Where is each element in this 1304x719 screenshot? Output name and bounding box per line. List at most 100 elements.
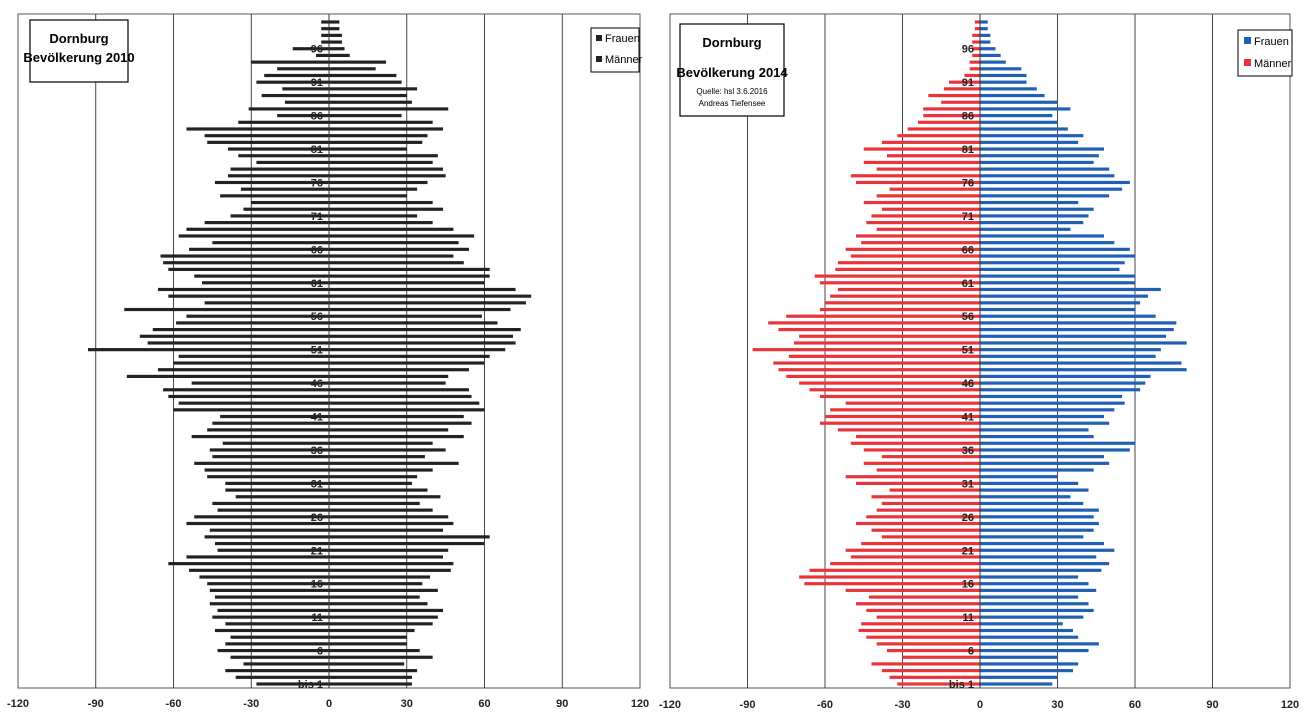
x-tick-label: 0 [977,699,983,711]
bar-maenner-age-53 [799,334,980,338]
bar-maenner-age-67 [212,241,329,245]
bar-maenner-age-9 [858,628,980,633]
bar-frauen-age-27 [980,508,1099,512]
bar-frauen-age-66 [980,247,1130,251]
bar-frauen-age-85 [980,120,1058,124]
title-line-1: Dornburg [49,31,108,46]
bar-maenner-age-6 [887,648,980,653]
bar-maenner-age-61 [202,281,329,285]
bar-maenner-age-18 [809,568,980,572]
bar-maenner-age-49 [773,361,980,365]
bar-frauen-age-14 [980,595,1079,599]
bar-frauen-age-36 [329,448,446,452]
bar-frauen-age-13 [329,602,428,606]
bar-frauen-age-38 [329,434,464,439]
bar-maenner-age-12 [217,608,329,613]
bar-maenner-age-92 [964,73,980,78]
bar-frauen-age-41 [980,414,1104,419]
bar-frauen-age-95 [329,53,350,58]
bar-frauen-age-18 [329,568,451,572]
bar-frauen-age-4 [329,662,405,666]
bar-maenner-age-28 [212,501,329,506]
bar-frauen-age-96 [980,47,996,51]
bar-maenner-age-75 [889,187,980,191]
bar-frauen-age-40 [329,421,472,425]
bar-frauen-age-78 [980,167,1110,171]
bar-maenner-age-37 [222,441,329,445]
bar-frauen-age-72 [980,207,1094,211]
bar-frauen-age-51 [329,348,506,352]
legend-swatch-maenner [1244,59,1251,66]
bar-frauen-age-40 [980,421,1110,425]
age-label: 36 [311,445,323,457]
bar-maenner-age-44 [819,394,980,399]
pyramid-2014: 96 91 86 81 76 71 66 61 56 51 46 41 36 31 26 21 16 11 6 bis… [659,13,1299,711]
bar-maenner-age-59 [168,294,329,298]
bar-frauen-age-4 [980,662,1079,666]
bar-maenner-age-32 [207,475,329,479]
bar-maenner-age-51 [87,348,329,352]
bar-maenner-age-35 [212,455,329,459]
bar-frauen-age-91 [980,80,1027,84]
x-tick-label: -30 [243,698,259,710]
bar-frauen-age-30 [329,488,428,492]
bar-frauen-age-81 [329,147,407,151]
age-label: 21 [311,545,323,557]
bar-maenner-age-40 [819,421,980,425]
bar-frauen-age-71 [329,214,418,218]
bar-maenner-age-99 [321,27,329,31]
bar-frauen-age-6 [980,648,1089,653]
bar-maenner-age-94 [969,60,980,64]
bar-maenner-age-46 [191,381,329,385]
bar-frauen-age-3 [329,669,418,673]
bar-frauen-age-83 [329,134,428,138]
bar-maenner-age-14 [868,595,980,599]
bar-frauen-age-28 [980,501,1084,506]
x-tick-label: 120 [631,698,649,710]
age-labels: 96 91 86 81 76 71 66 61 56 51 46 41 36 31 26 21 16 11 6 bis… [949,44,974,691]
bar-frauen-age-67 [980,241,1115,245]
bar-frauen-age-21 [980,548,1115,552]
bar-maenner-age-84 [907,127,980,131]
title-box: Dornburg Bevölkerung 2014 Quelle: hsl 3.… [676,23,788,117]
bar-maenner-age-5 [902,655,980,659]
bar-frauen-age-84 [329,127,444,131]
bar-maenner-age-50 [788,354,980,358]
bar-frauen-age-100 [329,20,340,24]
bar-frauen-age-33 [980,468,1094,472]
x-axis-ticks: -120 -90 -60 -30 0 30 60 90 120 [7,698,649,710]
legend-swatch-frauen [1244,37,1251,44]
title-line-1: Dornburg [702,35,761,50]
bar-frauen-age-34 [329,461,459,465]
bar-frauen-age-66 [329,247,469,251]
bar-maenner-age-96 [292,47,329,51]
age-label: bis 1 [949,679,974,691]
bar-maenner-age-79 [863,160,980,165]
bar-frauen-age-44 [329,394,472,399]
bar-maenner-age-64 [163,261,329,265]
bar-frauen-age-98 [980,33,991,37]
bar-maenner-age-58 [825,301,980,305]
bar-maenner-age-89 [928,93,980,98]
bar-frauen-age-68 [980,234,1104,238]
bar-frauen-age-16 [980,582,1089,586]
bar-frauen-age-52 [329,341,516,345]
bar-frauen-age-23 [329,535,490,539]
bar-maenner-age-52 [794,341,980,345]
bar-frauen-age-94 [329,60,387,64]
bar-maenner-age-52 [147,341,329,345]
bar-frauen-age-47 [329,374,449,378]
bar-frauen-age-9 [329,628,415,633]
bar-maenner-age-3 [225,669,329,673]
bar-frauen-age-90 [980,87,1037,91]
bar-maenner-age-82 [881,140,980,144]
bar-frauen-age-33 [329,468,433,472]
bar-maenner-age-19 [168,562,329,566]
bar-frauen-age-60 [980,287,1161,292]
bar-maenner-age-41 [825,414,980,419]
age-label: 21 [962,545,974,557]
x-tick-label: -30 [895,699,911,711]
bar-frauen-age-100 [980,20,988,24]
bar-maenner-age-96 [972,47,980,51]
